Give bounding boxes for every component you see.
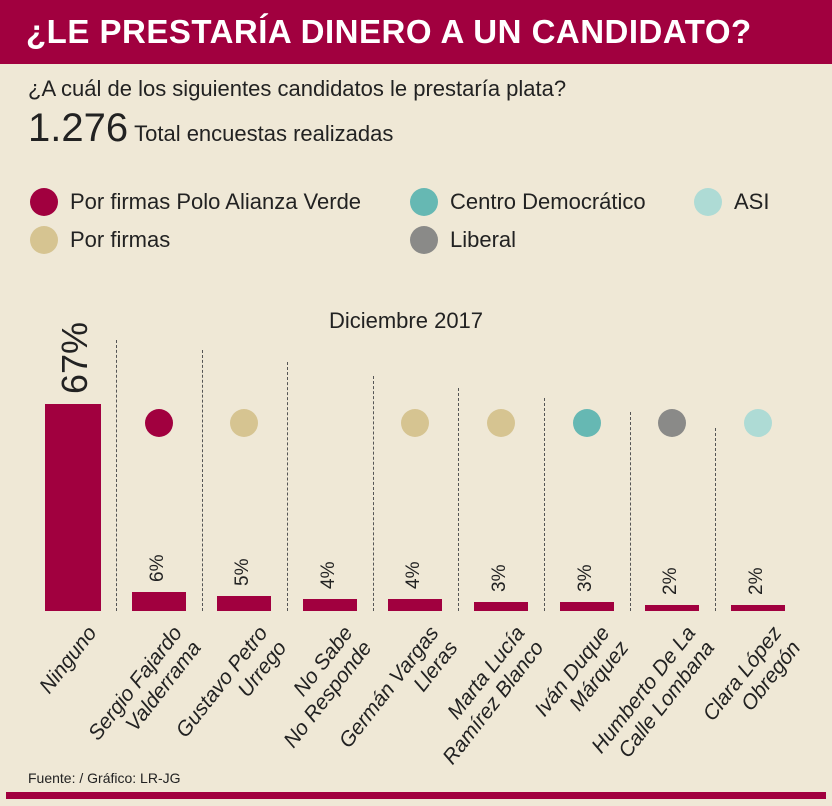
separator: [715, 428, 717, 611]
data-label: 2%: [660, 567, 682, 595]
separator: [116, 340, 117, 611]
party-dot-icon: [487, 409, 515, 437]
legend-dot-icon: [30, 226, 58, 254]
legend-item: Por firmas: [30, 226, 170, 254]
legend-dot-icon: [410, 188, 438, 216]
source: Fuente: / Gráfico: LR-JG: [28, 770, 181, 786]
legend-item: ASI: [694, 188, 769, 216]
legend-item: Por firmas Polo Alianza Verde: [30, 188, 361, 216]
data-label: 67%: [54, 321, 95, 394]
data-label: 3%: [574, 564, 596, 592]
bar: [217, 595, 272, 611]
separator: [287, 362, 289, 611]
chart-subtitle: Diciembre 2017: [328, 308, 484, 333]
bar: [302, 598, 357, 611]
bar: [388, 598, 443, 611]
party-dot-icon: [743, 409, 772, 437]
separator: [458, 388, 460, 611]
legend-dot-icon: [30, 188, 58, 216]
data-label: 3%: [489, 564, 510, 592]
legend-label: Por firmas: [70, 227, 171, 252]
bar: [45, 404, 101, 611]
data-label: 4%: [403, 561, 425, 589]
total: 1.276 Total encuestas realizadas: [28, 106, 393, 151]
party-dot-icon: [658, 409, 687, 437]
party-dot-icon: [230, 409, 259, 437]
legend-item: Liberal: [410, 226, 516, 254]
question: ¿A cuál de los siguientes candidatos le …: [28, 76, 567, 101]
legend-dot-icon: [410, 226, 438, 254]
data-label: 4%: [317, 561, 339, 589]
bar: [559, 601, 614, 611]
data-label: 2%: [745, 567, 767, 595]
data-label: 6%: [146, 554, 168, 583]
total-label: Total encuestas realizadas: [134, 121, 394, 146]
data-label: 5%: [232, 558, 254, 586]
separator: [372, 376, 374, 611]
separator: [544, 398, 545, 611]
legend-label: ASI: [734, 189, 770, 214]
separator: [201, 350, 203, 611]
legend-dot-icon: [694, 188, 722, 216]
page-title: ¿LE PRESTARÍA DINERO A UN CANDIDATO?: [0, 0, 832, 64]
bar: [730, 604, 785, 611]
legend-label: Por firmas Polo Alianza Verde: [70, 189, 362, 214]
bar: [131, 592, 186, 611]
bar: [645, 604, 700, 611]
bar: [474, 601, 528, 611]
separator: [629, 412, 631, 611]
footer-rule: [6, 792, 826, 799]
legend-label: Liberal: [450, 227, 517, 252]
party-dot-icon: [401, 409, 430, 437]
legend-item: Centro Democrático: [410, 188, 646, 216]
party-dot-icon: [144, 409, 173, 437]
party-dot-icon: [572, 409, 601, 437]
legend-label: Centro Democrático: [450, 189, 646, 214]
category-label: Clara López Obregón: [698, 622, 806, 741]
total-value: 1.276: [28, 106, 129, 150]
